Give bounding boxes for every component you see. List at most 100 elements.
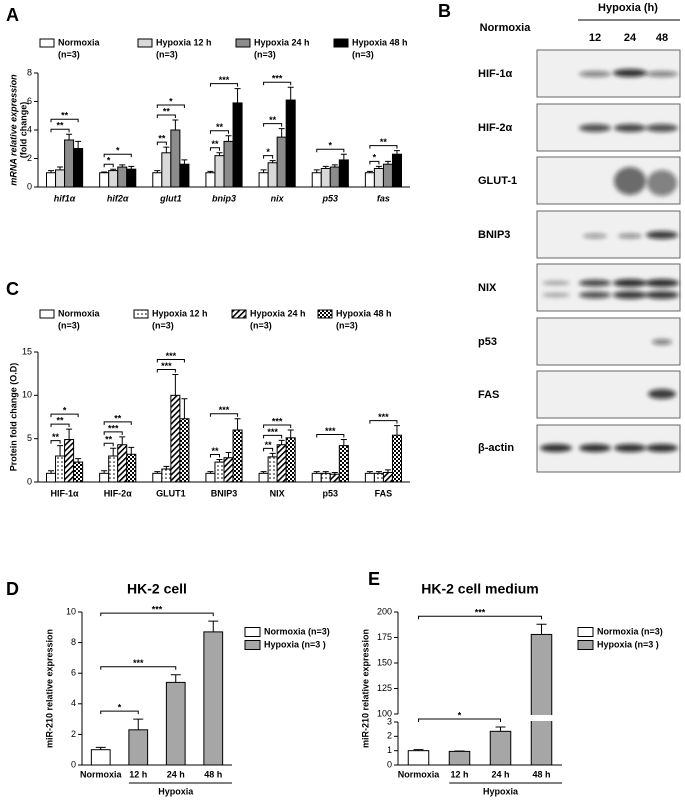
legend-swatch: [333, 38, 349, 48]
y-tick-label: 6: [27, 96, 32, 106]
bar: [108, 455, 119, 483]
y-tick-label: 15: [22, 346, 32, 356]
error-bar: [172, 374, 179, 396]
y-axis-label: mRNA relative expression: [8, 74, 18, 186]
blot-bands: [540, 69, 679, 452]
legend-label: Normoxia (n=3): [597, 626, 663, 636]
error-bar: [181, 398, 188, 419]
significance-label: *: [373, 153, 377, 163]
y-tick-label: 0: [27, 181, 32, 191]
legend-label: Normoxia: [58, 37, 101, 47]
chart-title: HK-2 cell medium: [421, 581, 538, 597]
legend-swatch: [317, 309, 333, 319]
significance-bracket: [316, 148, 345, 153]
lane-label: 48: [656, 32, 668, 44]
bar: [99, 172, 110, 188]
significance-bracket: [103, 421, 132, 425]
significance-label: *: [63, 406, 67, 416]
bar: [311, 472, 322, 483]
y-tick-label: 10: [22, 390, 32, 400]
significance-label: **: [61, 111, 69, 121]
legend-label: (n=3): [156, 49, 178, 59]
legend-label: (n=3): [352, 49, 374, 59]
significance-label: **: [269, 115, 277, 125]
significance-label: ***: [152, 605, 163, 615]
lane-label: 24: [624, 32, 637, 44]
error-bar: [340, 153, 347, 160]
bar: [382, 163, 393, 188]
error-bar: [287, 429, 294, 438]
significance-bracket: [263, 155, 274, 159]
x-tick-label: 24 h: [167, 769, 185, 779]
bar: [267, 162, 278, 188]
significance-bracket: [263, 434, 283, 439]
y-tick-label: 2: [387, 731, 392, 741]
y-tick-label: 4: [27, 124, 32, 134]
error-bar: [163, 146, 170, 153]
y-tick-label: 1: [387, 745, 392, 755]
bar: [338, 159, 349, 188]
significance-label: **: [216, 122, 224, 132]
legend-label: (n=3): [336, 320, 358, 330]
y-tick-label: 0: [387, 759, 392, 769]
panel-letter: E: [368, 569, 380, 589]
group-label: Hypoxia: [483, 786, 519, 796]
significance-label: ***: [108, 423, 119, 433]
blot-boxes: [536, 49, 681, 473]
significance-label: ***: [378, 412, 389, 422]
row-label: HIF-2α: [478, 122, 513, 134]
significance-label: *: [169, 96, 173, 106]
x-tick-label: bnip3: [212, 193, 236, 203]
error-bar: [278, 439, 285, 445]
error-bar: [536, 623, 547, 635]
bar: [276, 136, 287, 188]
x-tick-label: NIX: [270, 488, 285, 498]
lane-label: 12: [589, 32, 601, 44]
bar: [320, 167, 331, 188]
legend-label: Hypoxia 48 h: [352, 37, 408, 47]
y-tick-label: 175: [377, 632, 392, 642]
significance-label: **: [163, 106, 171, 116]
x-tick-label: 48 h: [204, 769, 222, 779]
significance-bracket: [263, 447, 274, 452]
bar: [258, 172, 269, 188]
legend-label: (n=3): [152, 320, 174, 330]
y-tick-label: 2: [71, 729, 76, 739]
legend-swatch: [235, 38, 251, 48]
legend-swatch: [244, 627, 261, 637]
significance-label: ***: [272, 416, 283, 426]
x-tick-label: Normoxia: [398, 769, 441, 779]
panel-letter: A: [6, 5, 19, 25]
legend-label: Hypoxia 48 h: [336, 308, 392, 318]
significance-bracket: [209, 147, 220, 151]
significance-label: **: [57, 416, 65, 426]
significance-bracket: [156, 359, 185, 363]
bar: [214, 461, 225, 483]
row-label: FAS: [478, 389, 499, 401]
significance-bracket: [100, 710, 139, 715]
row-label: HIF-1α: [478, 68, 513, 80]
bar: [214, 155, 225, 188]
panel-letter: D: [6, 579, 19, 599]
significance-label: **: [57, 121, 65, 131]
panel-letter: C: [6, 279, 19, 299]
bar: [407, 750, 430, 766]
significance-label: ***: [325, 426, 336, 436]
legend-swatch: [39, 309, 55, 319]
bar: [126, 168, 137, 188]
error-bar: [172, 119, 179, 130]
row-label: BNIP3: [478, 229, 510, 241]
x-tick-label: BNIP3: [211, 488, 238, 498]
x-tick-label: FAS: [375, 488, 393, 498]
bar: [223, 457, 234, 483]
significance-bracket: [418, 615, 542, 620]
bar: [179, 163, 190, 188]
legend-label: (n=3): [58, 320, 80, 330]
x-tick-label: nix: [271, 193, 285, 203]
bar: [391, 434, 402, 483]
error-bar: [208, 620, 219, 632]
y-tick-label: 8: [27, 67, 32, 77]
legend-swatch: [39, 38, 55, 48]
significance-label: ***: [161, 361, 172, 371]
bar: [489, 730, 512, 766]
